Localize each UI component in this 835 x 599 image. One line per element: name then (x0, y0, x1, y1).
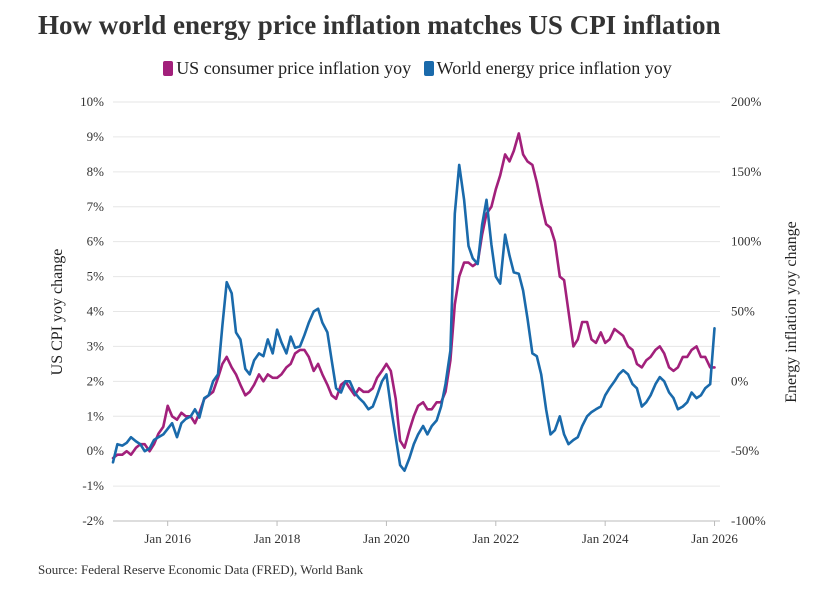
legend-swatch-us-cpi (163, 61, 174, 76)
x-tick-label: Jan 2020 (363, 531, 410, 546)
legend-swatch-world-energy (423, 61, 434, 76)
right-y-axis-title: Energy inflation yoy change (783, 221, 800, 402)
chart-title: How world energy price inflation matches… (38, 10, 721, 40)
y2-tick-label: 50% (731, 304, 755, 319)
y-tick-label: 6% (87, 234, 105, 249)
y2-tick-label: 0% (731, 373, 749, 388)
legend-item-us-cpi[interactable]: US consumer price inflation yoy (163, 58, 411, 79)
y-tick-label: 1% (87, 408, 105, 423)
x-tick-label: Jan 2018 (254, 531, 301, 546)
y-tick-label: 10% (80, 94, 104, 109)
x-tick-label: Jan 2024 (582, 531, 629, 546)
x-tick-label: Jan 2016 (144, 531, 191, 546)
y2-tick-label: 100% (731, 234, 762, 249)
y-tick-label: 0% (87, 443, 105, 458)
left-y-axis-title: US CPI yoy change (49, 249, 66, 376)
y-tick-label: 2% (87, 373, 105, 388)
x-tick-label: Jan 2022 (472, 531, 519, 546)
y-tick-label: -1% (82, 478, 104, 493)
y-tick-label: 4% (87, 304, 105, 319)
x-tick-label: Jan 2026 (691, 531, 738, 546)
left-y-axis-ticks: -2% -1% 0% 1% 2% 3% 4% 5% 6% 7% 8% 9% 10% (80, 94, 104, 528)
legend-item-world-energy[interactable]: World energy price inflation yoy (423, 58, 672, 79)
source-note: Source: Federal Reserve Economic Data (F… (38, 562, 364, 577)
y-tick-label: 8% (87, 164, 105, 179)
y-tick-label: 7% (87, 199, 105, 214)
y2-tick-label: -50% (731, 443, 759, 458)
y2-tick-label: -100% (731, 513, 766, 528)
gridlines (113, 101, 720, 522)
y-tick-label: 9% (87, 129, 105, 144)
legend-label-world-energy: World energy price inflation yoy (436, 58, 672, 78)
y2-tick-label: 200% (731, 94, 762, 109)
series-line-us-cpi (111, 132, 716, 460)
legend-label-us-cpi: US consumer price inflation yoy (176, 58, 412, 78)
y2-tick-label: 150% (731, 164, 762, 179)
y-tick-label: 5% (87, 269, 105, 284)
series-line-world-energy (111, 163, 716, 472)
series-lines (111, 132, 716, 472)
x-axis-ticks: Jan 2016 Jan 2018 Jan 2020 Jan 2022 Jan 2024… (113, 520, 738, 546)
y-tick-label: 3% (87, 338, 105, 353)
y-tick-label: -2% (82, 513, 104, 528)
right-y-axis-ticks: -100% -50% 0% 50% 100% 150% 200% (731, 94, 766, 528)
legend: US consumer price inflation yoy World en… (0, 58, 835, 79)
